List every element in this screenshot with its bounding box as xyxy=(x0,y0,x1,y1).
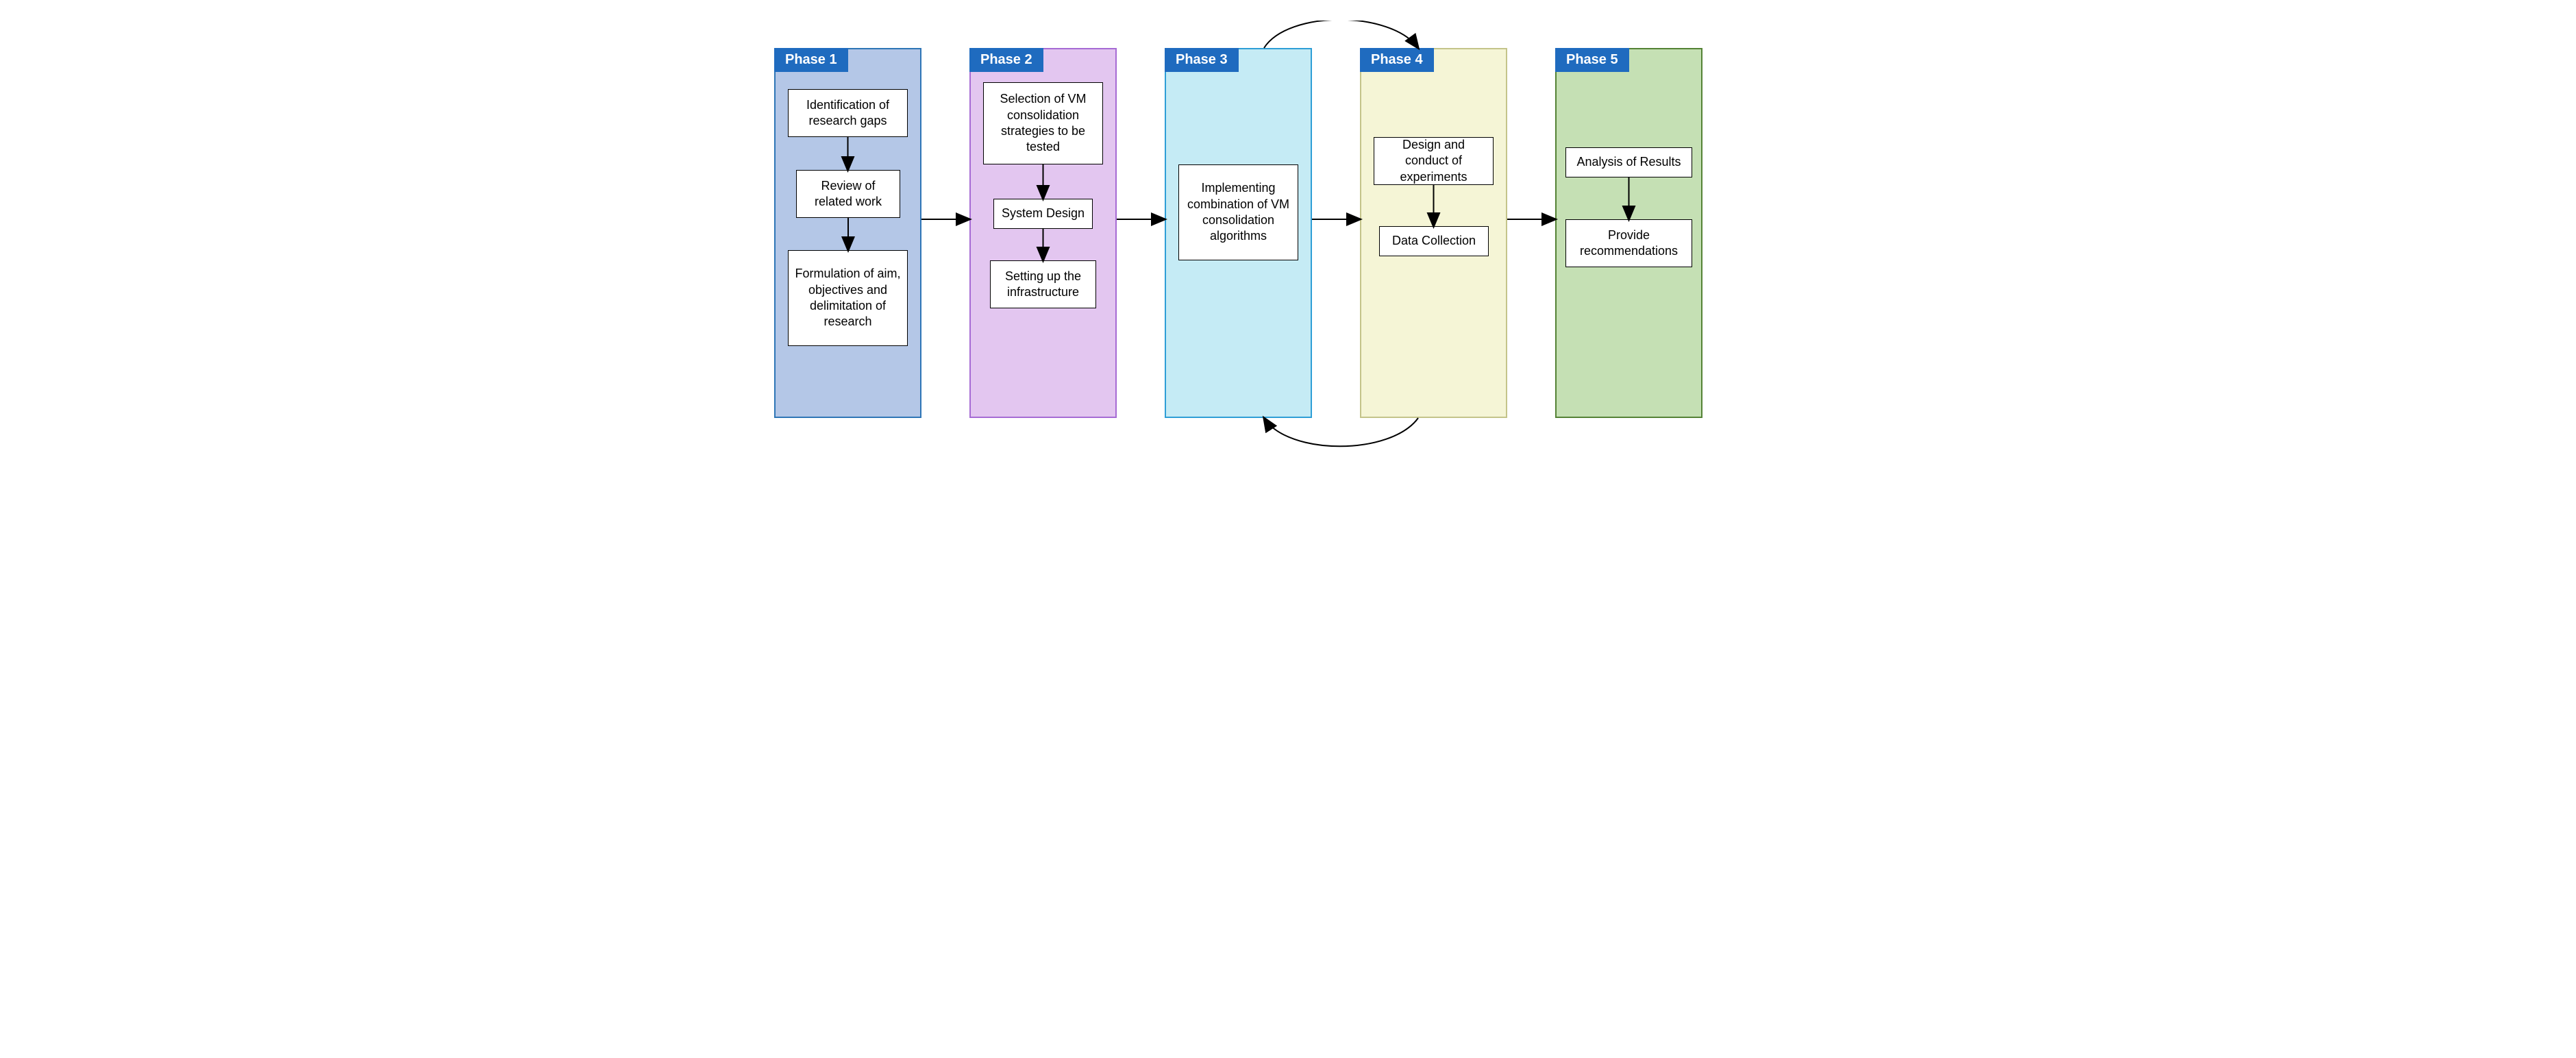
node-n2c: Setting up the infrastructure xyxy=(990,260,1096,308)
node-n2a: Selection of VM consolidation strategies… xyxy=(983,82,1103,164)
phase-badge-p5: Phase 5 xyxy=(1555,48,1629,72)
node-n4a: Design and conduct of experiments xyxy=(1374,137,1494,185)
node-n1b: Review of related work xyxy=(796,170,900,218)
node-n5b: Provide recommendations xyxy=(1565,219,1692,267)
phase-badge-p3: Phase 3 xyxy=(1165,48,1239,72)
node-n1c: Formulation of aim, objectives and delim… xyxy=(788,250,908,346)
node-n1a: Identification of research gaps xyxy=(788,89,908,137)
node-n3a: Implementing combination of VM consolida… xyxy=(1178,164,1298,260)
node-n2b: System Design xyxy=(993,199,1093,229)
node-n5a: Analysis of Results xyxy=(1565,147,1692,177)
phase-badge-p2: Phase 2 xyxy=(969,48,1043,72)
phase-badge-p1: Phase 1 xyxy=(774,48,848,72)
flowchart-canvas: Phase 1 Identification of research gaps Re… xyxy=(760,21,1816,445)
node-n4b: Data Collection xyxy=(1379,226,1489,256)
phase-badge-p4: Phase 4 xyxy=(1360,48,1434,72)
